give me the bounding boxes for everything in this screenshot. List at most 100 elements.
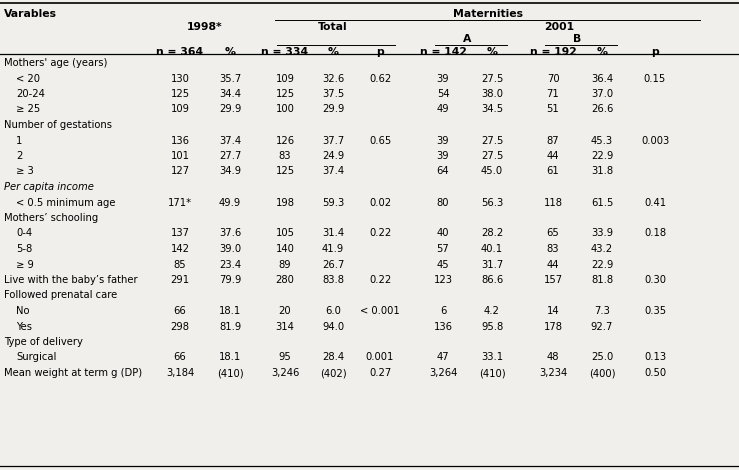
Text: 29.9: 29.9 xyxy=(219,104,241,115)
Text: 34.9: 34.9 xyxy=(219,166,241,177)
Text: 80: 80 xyxy=(437,197,449,207)
Text: Mothers’ schooling: Mothers’ schooling xyxy=(4,213,98,223)
Text: 39: 39 xyxy=(437,73,449,84)
Text: 101: 101 xyxy=(171,151,189,161)
Text: 23.4: 23.4 xyxy=(219,259,241,269)
Text: 45: 45 xyxy=(437,259,449,269)
Text: 51: 51 xyxy=(547,104,559,115)
Text: 14: 14 xyxy=(547,306,559,316)
Text: No: No xyxy=(16,306,30,316)
Text: 49.9: 49.9 xyxy=(219,197,241,207)
Text: 28.4: 28.4 xyxy=(322,352,344,362)
Text: 83: 83 xyxy=(547,244,559,254)
Text: 314: 314 xyxy=(276,321,294,331)
Text: 43.2: 43.2 xyxy=(591,244,613,254)
Text: 171*: 171* xyxy=(168,197,192,207)
Text: %: % xyxy=(225,47,236,57)
Text: Total: Total xyxy=(318,22,347,32)
Text: 37.5: 37.5 xyxy=(322,89,344,99)
Text: 92.7: 92.7 xyxy=(590,321,613,331)
Text: 157: 157 xyxy=(543,275,562,285)
Text: 18.1: 18.1 xyxy=(219,306,241,316)
Text: 136: 136 xyxy=(434,321,452,331)
Text: 27.5: 27.5 xyxy=(481,73,503,84)
Text: 89: 89 xyxy=(279,259,291,269)
Text: 3,234: 3,234 xyxy=(539,368,567,378)
Text: Type of delivery: Type of delivery xyxy=(4,337,83,347)
Text: 37.7: 37.7 xyxy=(322,135,344,146)
Text: 39: 39 xyxy=(437,135,449,146)
Text: Live with the baby’s father: Live with the baby’s father xyxy=(4,275,137,285)
Text: p: p xyxy=(651,47,659,57)
Text: 31.7: 31.7 xyxy=(481,259,503,269)
Text: n = 142: n = 142 xyxy=(420,47,466,57)
Text: 61: 61 xyxy=(547,166,559,177)
Text: 109: 109 xyxy=(276,73,295,84)
Text: 38.0: 38.0 xyxy=(481,89,503,99)
Text: 126: 126 xyxy=(276,135,295,146)
Text: 34.5: 34.5 xyxy=(481,104,503,115)
Text: 27.5: 27.5 xyxy=(481,151,503,161)
Text: 3,184: 3,184 xyxy=(166,368,194,378)
Text: (410): (410) xyxy=(217,368,243,378)
Text: 34.4: 34.4 xyxy=(219,89,241,99)
Text: 0.15: 0.15 xyxy=(644,73,666,84)
Text: 66: 66 xyxy=(174,352,186,362)
Text: 142: 142 xyxy=(171,244,189,254)
Text: 35.7: 35.7 xyxy=(219,73,241,84)
Text: (400): (400) xyxy=(589,368,616,378)
Text: 65: 65 xyxy=(547,228,559,238)
Text: 125: 125 xyxy=(171,89,190,99)
Text: 0.22: 0.22 xyxy=(369,275,391,285)
Text: 25.0: 25.0 xyxy=(591,352,613,362)
Text: 37.4: 37.4 xyxy=(322,166,344,177)
Text: ≥ 25: ≥ 25 xyxy=(16,104,40,115)
Text: 39.0: 39.0 xyxy=(219,244,241,254)
Text: 22.9: 22.9 xyxy=(590,151,613,161)
Text: 40: 40 xyxy=(437,228,449,238)
Text: 7.3: 7.3 xyxy=(594,306,610,316)
Text: 2: 2 xyxy=(16,151,22,161)
Text: 6: 6 xyxy=(440,306,446,316)
Text: Surgical: Surgical xyxy=(16,352,56,362)
Text: 100: 100 xyxy=(276,104,294,115)
Text: A: A xyxy=(463,34,471,44)
Text: n = 192: n = 192 xyxy=(530,47,576,57)
Text: 40.1: 40.1 xyxy=(481,244,503,254)
Text: Mothers' age (years): Mothers' age (years) xyxy=(4,58,107,68)
Text: ≥ 9: ≥ 9 xyxy=(16,259,34,269)
Text: Mean weight at term g (DP): Mean weight at term g (DP) xyxy=(4,368,142,378)
Text: 86.6: 86.6 xyxy=(481,275,503,285)
Text: 45.0: 45.0 xyxy=(481,166,503,177)
Text: 39: 39 xyxy=(437,151,449,161)
Text: 27.5: 27.5 xyxy=(481,135,503,146)
Text: 28.2: 28.2 xyxy=(481,228,503,238)
Text: 137: 137 xyxy=(171,228,189,238)
Text: 0.41: 0.41 xyxy=(644,197,666,207)
Text: 1998*: 1998* xyxy=(187,22,223,32)
Text: 3,264: 3,264 xyxy=(429,368,457,378)
Text: Maternities: Maternities xyxy=(452,9,522,19)
Text: 118: 118 xyxy=(543,197,562,207)
Text: 298: 298 xyxy=(171,321,189,331)
Text: (410): (410) xyxy=(479,368,505,378)
Text: 44: 44 xyxy=(547,259,559,269)
Text: Followed prenatal care: Followed prenatal care xyxy=(4,290,118,300)
Text: 125: 125 xyxy=(276,89,295,99)
Text: ≥ 3: ≥ 3 xyxy=(16,166,34,177)
Text: 56.3: 56.3 xyxy=(481,197,503,207)
Text: 24.9: 24.9 xyxy=(322,151,344,161)
Text: 123: 123 xyxy=(434,275,452,285)
Text: 125: 125 xyxy=(276,166,295,177)
Text: 5-8: 5-8 xyxy=(16,244,33,254)
Text: 37.4: 37.4 xyxy=(219,135,241,146)
Text: 0-4: 0-4 xyxy=(16,228,32,238)
Text: 66: 66 xyxy=(174,306,186,316)
Text: 0.27: 0.27 xyxy=(369,368,391,378)
Text: 18.1: 18.1 xyxy=(219,352,241,362)
Text: 57: 57 xyxy=(437,244,449,254)
Text: 0.30: 0.30 xyxy=(644,275,666,285)
Text: 79.9: 79.9 xyxy=(219,275,241,285)
Text: 37.6: 37.6 xyxy=(219,228,241,238)
Text: 0.22: 0.22 xyxy=(369,228,391,238)
